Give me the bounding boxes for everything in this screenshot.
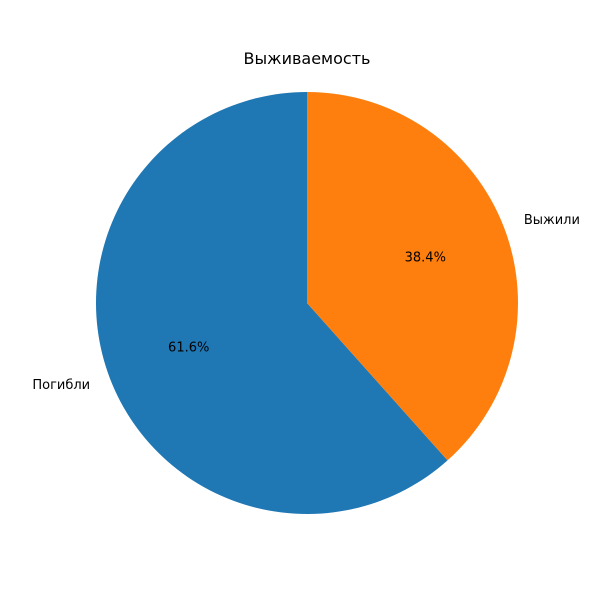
pie-slice — [96, 92, 448, 514]
chart-title: Выживаемость — [244, 49, 371, 68]
percent-label: 61.6% — [168, 341, 209, 356]
slice-label: Погибли — [32, 378, 90, 393]
percent-label: 38.4% — [405, 250, 446, 265]
pie-labels: Погибли 61.6% Выжили 38.4% — [32, 213, 580, 393]
pie-slices — [96, 92, 518, 514]
slice-label: Выжили — [524, 213, 580, 228]
pie-slice — [307, 92, 518, 461]
